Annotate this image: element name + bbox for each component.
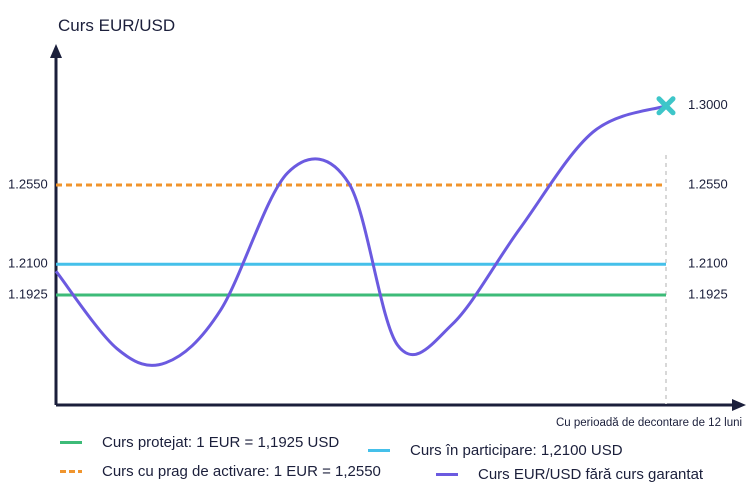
series-line-eur-usd <box>54 104 667 367</box>
y-tick-label-right-0: 1.3000 <box>688 97 728 112</box>
chart-area: 1.2550 1.2100 1.1925 1.3000 1.2550 1.2100 1.1… <box>8 44 746 411</box>
legend-label-series: Curs EUR/USD fără curs garantat <box>478 466 704 483</box>
legend-item-participation: Curs în participare: 1,2100 USD <box>368 442 623 459</box>
y-axis-arrow <box>50 44 62 58</box>
legend-item-activation: Curs cu prag de activare: 1 EUR = 1,2550 <box>60 463 381 480</box>
y-axis-title: Curs EUR/USD <box>58 16 176 35</box>
y-tick-label-left-2: 1.1925 <box>8 286 48 301</box>
legend-swatch-activation <box>60 470 82 473</box>
y-tick-label-right-1: 1.2550 <box>688 176 728 191</box>
legend-swatch-series <box>436 473 458 476</box>
legend-label-protected: Curs protejat: 1 EUR = 1,1925 USD <box>102 434 340 451</box>
legend-item-series: Curs EUR/USD fără curs garantat <box>436 466 703 483</box>
legend-label-participation: Curs în participare: 1,2100 USD <box>410 442 623 459</box>
end-marker-stroke-1 <box>656 96 676 116</box>
legend-item-protected: Curs protejat: 1 EUR = 1,1925 USD <box>60 434 339 451</box>
y-tick-label-right-3: 1.1925 <box>688 286 728 301</box>
x-axis-arrow <box>732 399 746 411</box>
y-tick-label-left-0: 1.2550 <box>8 176 48 191</box>
legend-swatch-protected <box>60 441 82 444</box>
legend-swatch-participation <box>368 449 390 452</box>
legend-label-activation: Curs cu prag de activare: 1 EUR = 1,2550 <box>102 463 381 480</box>
y-tick-label-left-1: 1.2100 <box>8 256 48 271</box>
y-tick-label-right-2: 1.2100 <box>688 256 728 271</box>
x-axis-note: Cu perioadă de decontare de 12 luni <box>556 417 743 429</box>
end-marker-icon <box>656 96 676 116</box>
